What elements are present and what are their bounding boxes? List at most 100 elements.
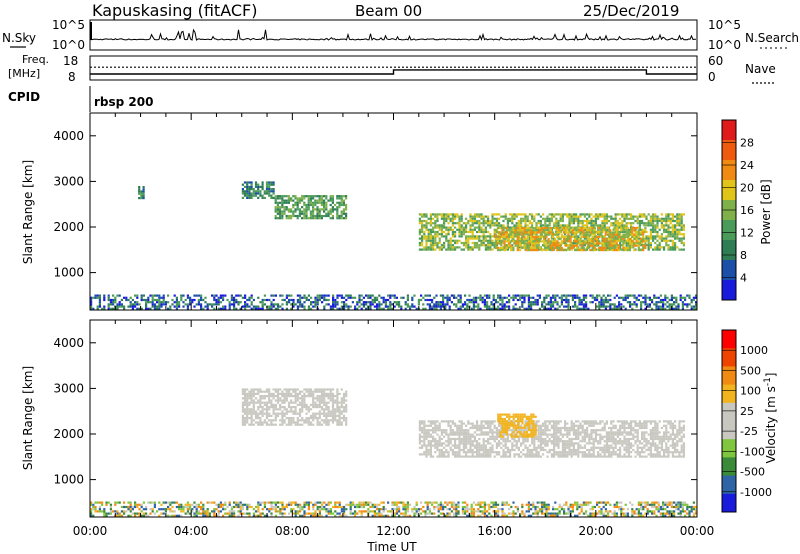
echo-cell — [224, 307, 227, 310]
echo-cell — [595, 238, 599, 241]
echo-cell — [222, 514, 225, 517]
echo-cell — [429, 246, 432, 249]
echo-cell — [620, 229, 623, 232]
echo-cell — [217, 301, 220, 304]
echo-cell — [336, 195, 339, 198]
echo-cell — [224, 503, 227, 506]
echo-cell — [624, 235, 627, 238]
echo-cell — [500, 244, 503, 247]
echo-cell — [465, 217, 468, 220]
echo-cell — [547, 307, 550, 310]
echo-cell — [404, 508, 407, 511]
echo-cell — [142, 194, 145, 197]
echo-cell — [506, 219, 509, 223]
echo-cell — [517, 213, 520, 216]
echo-cell — [434, 230, 437, 234]
echo-cell — [257, 392, 260, 395]
echo-cell — [602, 246, 605, 249]
echo-cell — [498, 224, 501, 227]
echo-cell — [615, 505, 618, 509]
echo-cell — [604, 307, 607, 310]
echo-cell — [431, 503, 434, 506]
echo-cell — [499, 235, 502, 238]
echo-cell — [627, 213, 630, 216]
echo-cell — [252, 401, 255, 404]
echo-cell — [349, 503, 352, 506]
echo-cell — [591, 505, 594, 509]
echo-cell — [246, 192, 249, 195]
echo-cell — [613, 242, 616, 245]
echo-cell — [527, 510, 530, 513]
echo-cell — [246, 414, 249, 417]
echo-cell — [489, 219, 492, 223]
echo-cell — [298, 210, 301, 213]
echo-cell — [215, 298, 218, 302]
echo-cell — [241, 390, 244, 393]
echo-cell — [646, 305, 649, 308]
echo-cell — [582, 298, 585, 302]
echo-cell — [294, 412, 297, 415]
echo-cell — [458, 219, 461, 223]
echo-cell — [145, 303, 148, 306]
echo-cell — [633, 242, 636, 245]
echo-cell — [316, 298, 319, 302]
echo-cell — [287, 208, 290, 211]
echo-cell — [222, 296, 225, 299]
echo-cell — [342, 201, 345, 204]
echo-cell — [684, 514, 687, 517]
echo-cell — [674, 230, 677, 234]
echo-cell — [645, 215, 648, 218]
echo-cell — [593, 244, 596, 247]
echo-cell — [248, 403, 251, 406]
echo-cell — [559, 213, 562, 216]
echo-cell — [519, 298, 522, 302]
echo-cell — [265, 406, 269, 409]
echo-cell — [219, 501, 222, 504]
echo-cell — [571, 294, 574, 297]
echo-cell — [398, 514, 401, 517]
echo-cell — [94, 510, 97, 513]
echo-cell — [521, 238, 524, 241]
echo-cell — [276, 388, 280, 391]
echo-cell — [127, 501, 130, 504]
echo-cell — [237, 510, 240, 513]
echo-cell — [197, 298, 200, 302]
echo-cell — [378, 307, 381, 310]
echo-cell — [569, 242, 572, 245]
echo-cell — [501, 240, 504, 243]
echo-cell — [318, 212, 321, 215]
echo-cell — [268, 305, 271, 308]
echo-cell — [318, 195, 321, 198]
echo-cell — [367, 301, 370, 304]
echo-cell — [622, 298, 625, 302]
echo-cell — [438, 237, 441, 240]
echo-cell — [265, 417, 269, 420]
echo-cell — [294, 421, 297, 424]
echo-cell — [653, 505, 656, 509]
echo-cell — [611, 233, 614, 236]
echo-cell — [147, 514, 150, 517]
echo-cell — [305, 388, 308, 391]
echo-cell — [138, 188, 141, 191]
echo-cell — [554, 508, 557, 511]
echo-cell — [287, 406, 291, 409]
echo-cell — [281, 505, 284, 509]
echo-cell — [529, 249, 533, 252]
echo-cell — [567, 244, 570, 247]
echo-cell — [266, 508, 269, 511]
echo-cell — [518, 249, 522, 252]
echo-cell — [261, 408, 264, 411]
echo-cell — [589, 233, 592, 236]
echo-cell — [303, 419, 306, 422]
echo-cell — [684, 296, 687, 299]
echo-cell — [109, 301, 112, 304]
echo-cell — [511, 244, 514, 247]
echo-cell — [677, 508, 680, 511]
echo-cell — [622, 229, 625, 232]
echo-cell — [228, 301, 231, 304]
echo-cell — [429, 224, 432, 227]
echo-cell — [318, 199, 321, 202]
echo-cell — [455, 505, 458, 509]
echo-cell — [653, 510, 656, 513]
echo-cell — [274, 399, 277, 402]
